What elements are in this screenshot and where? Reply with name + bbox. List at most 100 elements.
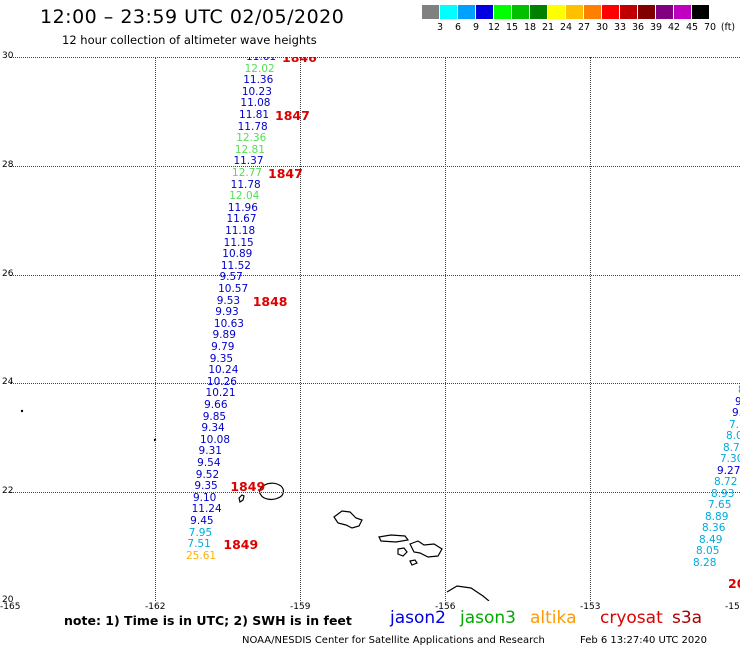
wave-height-value: 9.57 [219,271,243,284]
wave-height-value: 25.61 [186,549,217,562]
wave-height-value: 9. [735,395,740,408]
legend-label: 6 [454,22,462,33]
wave-height-value: 9. [732,407,740,419]
latitude-label: 22 [2,486,14,497]
wave-height-value: 10.24 [208,364,239,377]
wave-height-value: 11.36 [243,74,274,87]
wave-height-value: 9.35 [209,352,234,365]
maui-outline [409,540,443,558]
wave-height-value: 9.27 [717,464,740,477]
wave-height-value: 11.15 [223,236,254,249]
legend-label: 3 [436,22,444,33]
coastline-layer [20,409,490,601]
legend-label: 33 [613,22,627,33]
longitude-gridline [155,57,156,601]
legend-swatch [422,5,439,19]
wave-height-value: 9.66 [204,399,228,411]
legend-swatch [548,5,565,19]
wave-height-value: 9.52 [195,468,220,481]
longitude-gridline [445,57,446,601]
hawaii-outline [446,585,490,601]
wave-height-value: 10.23 [241,85,272,98]
legend-label: (ft) [720,22,736,33]
footnote: note: 1) Time is in UTC; 2) SWH is in fe… [64,613,352,628]
wave-height-value: 8.36 [702,522,726,534]
wave-height-value: 11.78 [230,178,261,191]
molokai-outline [378,534,410,543]
legend-label: 36 [631,22,645,33]
legend-swatch [656,5,673,19]
wave-height-value: 11.96 [227,201,258,214]
longitude-label: -156 [435,602,456,612]
latitude-gridline [10,275,740,276]
wave-height-value: 8.72 [714,476,738,488]
wave-height-value: 9.89 [212,329,236,342]
satellite-cryosat: cryosat [600,608,663,628]
legend-label: 21 [541,22,555,33]
wave-height-value: 8.0 [726,430,740,442]
wave-height-value: 11.08 [240,97,271,110]
latitude-label: 20 [2,595,14,605]
legend-label: 45 [685,22,699,33]
latitude-label: 28 [2,159,14,170]
wave-height-value: 8.89 [705,510,729,523]
pass-number: 1849 [223,537,259,553]
latitude-gridline [10,492,740,493]
longitude-label: -159 [290,602,311,612]
latitude-label: 26 [2,268,14,279]
pass-number: 20 [728,576,740,591]
legend-swatch [458,5,475,19]
legend-swatch [512,5,529,19]
latitude-label: 24 [2,377,14,388]
wave-height-value: 10.21 [205,387,236,400]
oahu-outline [333,510,363,529]
wave-height-value: 9.85 [202,410,227,423]
longitude-label: -165 [0,602,21,612]
wave-height-value: 12.02 [244,62,275,75]
longitude-label: -153 [580,602,601,612]
wave-height-value: 8.93 [711,487,735,500]
wave-height-value: 7.95 [188,526,213,539]
legend-label: 27 [577,22,591,33]
satellite-jason2: jason2 [390,608,446,628]
pass-number: 1846 [282,57,317,65]
wave-height-value: 7.51 [187,538,211,551]
legend-label: 39 [649,22,663,33]
wave-height-value: 10.57 [218,283,249,295]
legend-label: 70 [703,22,717,33]
legend-swatch [494,5,511,19]
wave-height-value: 7.65 [708,499,732,511]
wave-height-value: 8.28 [693,556,717,569]
latitude-label: 30 [2,51,14,61]
wave-height-value: 9.53 [216,294,241,307]
legend-label: 12 [487,22,501,33]
longitude-label: -162 [145,602,166,612]
wave-height-map: 11.61 12.02 11.36 10.23 11.08 11.81 11.78 12.36… [10,57,740,601]
lanai-outline [397,547,408,557]
wave-height-value: 11.18 [225,225,256,237]
legend-swatch [440,5,457,19]
pass-number: 1848 [252,293,288,309]
legend-swatch [566,5,583,19]
wave-height-value: 12.81 [234,143,265,156]
longitude-gridline [300,57,301,601]
wave-height-value: 10.89 [222,248,253,261]
map-subtitle: 12 hour collection of altimeter wave hei… [62,33,317,47]
wave-height-value: 7. [729,418,740,431]
wave-height-value: 11.37 [233,155,264,168]
wave-height-value: 9.10 [192,491,217,504]
satellite-altika: altika [530,608,577,628]
wave-height-value: 9.54 [197,457,221,469]
longitude-label: -150 [725,602,740,612]
wave-height-value: 11.52 [220,259,251,272]
legend-label: 42 [667,22,681,33]
wave-height-value: 8. [738,385,740,396]
kahoolawe-outline [409,559,418,566]
wave-height-value: 9.34 [201,422,225,435]
pass-number: 1847 [268,166,303,181]
wave-height-value: 9.35 [194,480,218,493]
latitude-gridline [10,57,740,58]
wave-height-value: 12.77 [232,167,263,179]
wave-height-value: 10.08 [199,433,231,446]
longitude-gridline [590,57,591,601]
